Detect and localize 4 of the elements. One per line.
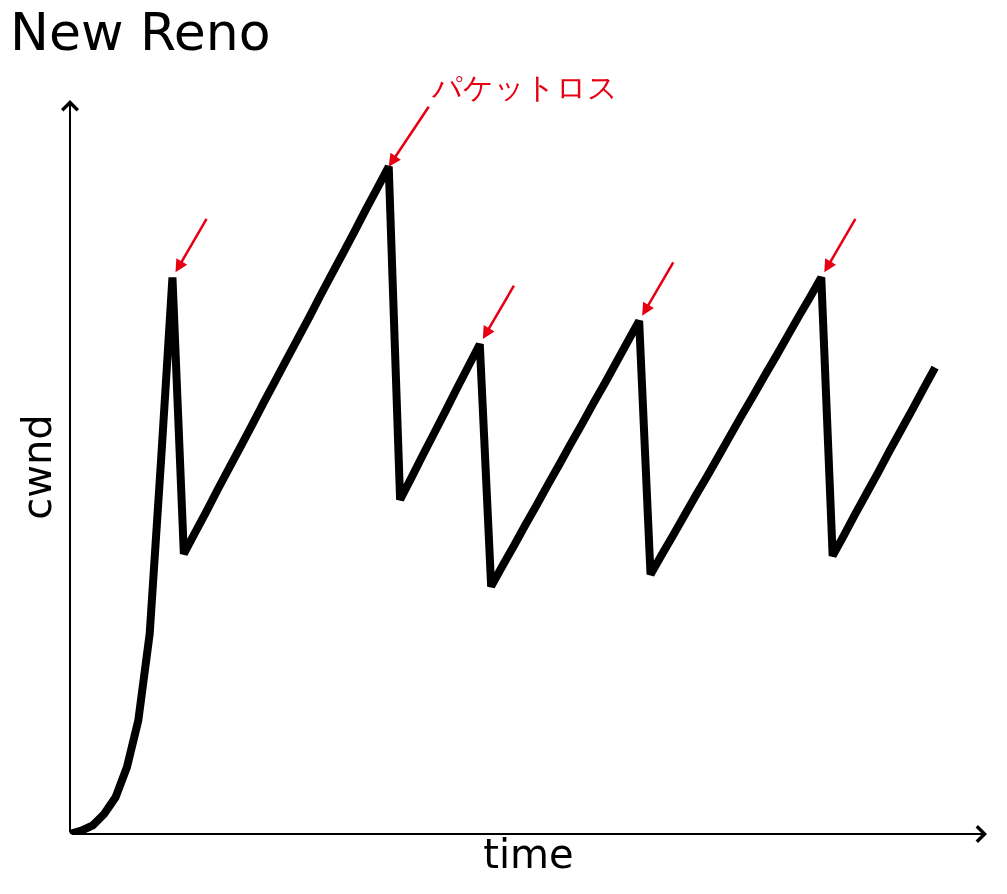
- y-axis-title: cwnd: [13, 414, 60, 520]
- chart-title: New Reno: [10, 1, 271, 62]
- text: パケットロス: [431, 70, 618, 105]
- x-axis-title: time: [483, 830, 574, 877]
